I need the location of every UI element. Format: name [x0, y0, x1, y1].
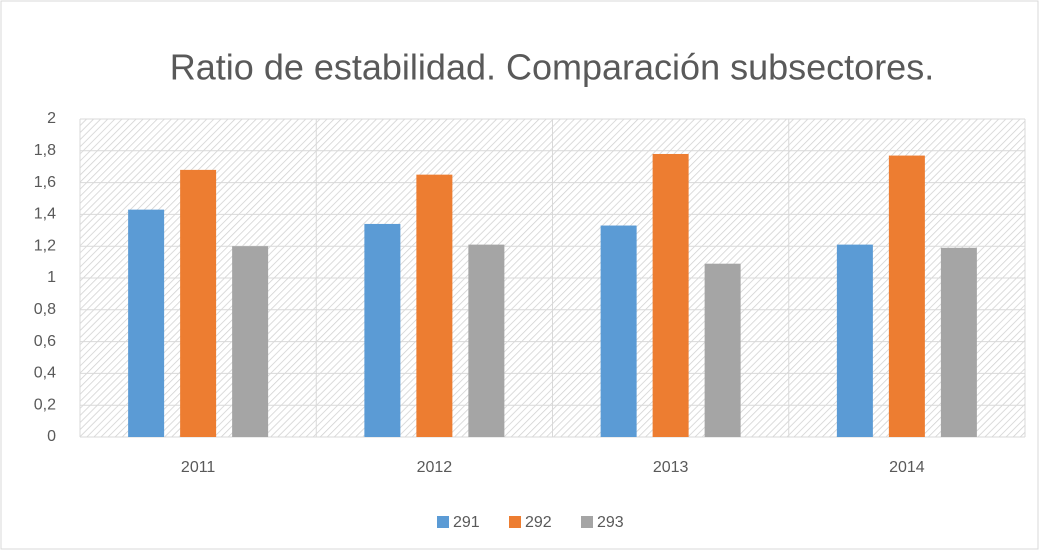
bar: [940, 247, 977, 437]
legend-label: 292: [525, 514, 552, 531]
x-tick-label: 2011: [181, 459, 216, 476]
y-tick-label: 0: [47, 428, 56, 445]
bar: [232, 246, 269, 437]
legend-swatch: [581, 516, 593, 528]
y-tick-label: 1,4: [34, 206, 56, 223]
bar: [888, 155, 925, 437]
y-tick-label: 1,8: [34, 142, 56, 159]
y-tick-label: 1: [47, 269, 56, 286]
legend-swatch: [509, 516, 521, 528]
bar: [600, 225, 637, 437]
x-tick-label: 2013: [653, 459, 689, 476]
y-tick-label: 0,8: [34, 301, 56, 318]
bar: [128, 209, 165, 437]
y-tick-label: 1,2: [34, 237, 56, 254]
bar: [652, 153, 689, 438]
x-tick-label: 2014: [889, 459, 925, 476]
legend-swatch: [437, 516, 449, 528]
legend-label: 293: [597, 514, 624, 531]
bar: [836, 244, 873, 437]
y-tick-label: 1,6: [34, 174, 56, 191]
x-tick-label: 2012: [417, 459, 453, 476]
bar: [704, 263, 741, 437]
y-tick-label: 0,4: [34, 365, 56, 382]
bar: [468, 244, 505, 437]
bar: [180, 169, 217, 437]
y-tick-label: 0,2: [34, 396, 56, 413]
y-tick-label: 0,6: [34, 333, 56, 350]
bar: [364, 223, 401, 437]
bar: [416, 174, 453, 437]
y-tick-label: 2: [47, 110, 56, 127]
legend-label: 291: [453, 514, 480, 531]
chart-title: Ratio de estabilidad. Comparación subsec…: [170, 47, 934, 88]
